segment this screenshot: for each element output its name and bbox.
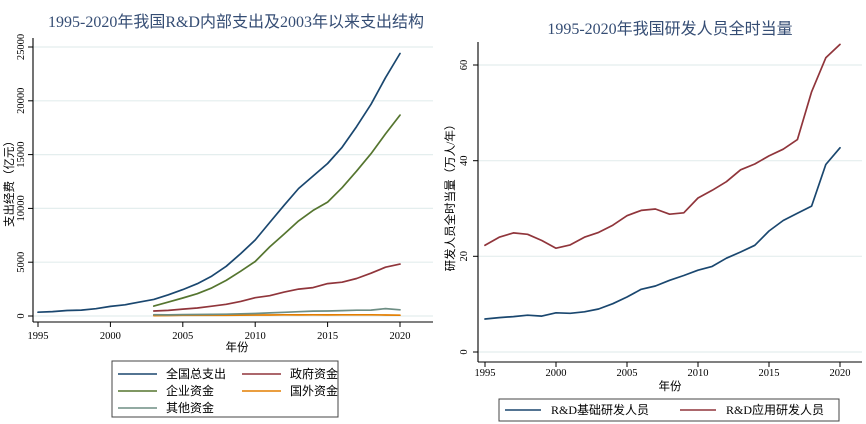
y-axis-title: 支出经费（亿元） <box>2 135 16 227</box>
gridline-layer <box>478 64 862 353</box>
legend-label: 政府资金 <box>290 366 338 381</box>
y-tick-label: 0 <box>16 313 27 318</box>
series-line <box>152 307 401 316</box>
personnel-chart-canvas: 1995-2020年我国研发人员全时当量 0 20 40 60 1995 2000 2005… <box>443 20 862 422</box>
x-axis-title: 年份 <box>659 379 682 393</box>
axes-layer: 0 5000 10000 15000 20000 25000 1995 2000 2005 201… <box>16 34 433 342</box>
legend-box <box>498 398 840 422</box>
legend-label: 企业资金 <box>166 383 214 398</box>
personnel-chart: 1995-2020年我国研发人员全时当量 0 20 40 60 1995 2000 2005… <box>433 0 866 424</box>
series-line <box>152 114 401 307</box>
y-tick-label: 5000 <box>16 252 27 273</box>
y-tick-label: 25000 <box>16 34 27 60</box>
expenditure-chart: 1995-2020年我国R&D内部支出及2003年以来支出结构 0 5000 100… <box>2 13 433 418</box>
x-tick-label: 2010 <box>688 368 709 379</box>
x-tick-label: 2005 <box>172 331 193 342</box>
legend-label: 全国总支出 <box>166 366 226 381</box>
x-tick-label: 2000 <box>100 331 121 342</box>
series-line <box>37 52 401 314</box>
x-tick-label: 2015 <box>317 331 338 342</box>
x-tick-label: 1995 <box>475 368 496 379</box>
x-axis-title: 年份 <box>226 340 249 354</box>
x-tick-label: 2020 <box>830 368 851 379</box>
y-tick-label: 40 <box>459 155 470 166</box>
y-tick-label: 0 <box>459 349 470 354</box>
x-tick-label: 2020 <box>390 331 411 342</box>
y-tick-label: 60 <box>459 60 470 71</box>
legend-label: 其他资金 <box>166 400 214 415</box>
axes-layer: 0 20 40 60 1995 2000 2005 2010 2015 2020 <box>459 42 862 379</box>
y-tick-label: 15000 <box>16 141 27 167</box>
series-layer <box>37 52 401 317</box>
x-tick-label: 2015 <box>759 368 780 379</box>
x-tick-label: 2010 <box>245 331 266 342</box>
x-tick-label: 1995 <box>28 331 49 342</box>
x-tick-label: 2005 <box>617 368 638 379</box>
series-line <box>484 43 841 250</box>
series-line <box>484 146 841 320</box>
chart-title: 1995-2020年我国研发人员全时当量 <box>547 20 792 38</box>
gridline-layer <box>33 46 433 317</box>
chart-title: 1995-2020年我国R&D内部支出及2003年以来支出结构 <box>48 13 424 31</box>
legend-label: R&D应用研发人员 <box>726 402 824 417</box>
legend: R&D基础研发人员 R&D应用研发人员 <box>498 398 840 422</box>
y-tick-label: 20 <box>459 251 470 262</box>
x-tick-label: 2000 <box>546 368 567 379</box>
y-tick-label: 20000 <box>16 88 27 114</box>
y-tick-label: 10000 <box>16 195 27 221</box>
series-layer <box>484 43 841 320</box>
series-line <box>152 263 401 312</box>
expenditure-chart-canvas: 1995-2020年我国R&D内部支出及2003年以来支出结构 0 5000 100… <box>2 13 433 418</box>
legend-label: R&D基础研发人员 <box>551 402 649 417</box>
y-axis-title: 研发人员全时当量（万人/年） <box>443 119 457 272</box>
legend-label: 国外资金 <box>290 383 338 398</box>
